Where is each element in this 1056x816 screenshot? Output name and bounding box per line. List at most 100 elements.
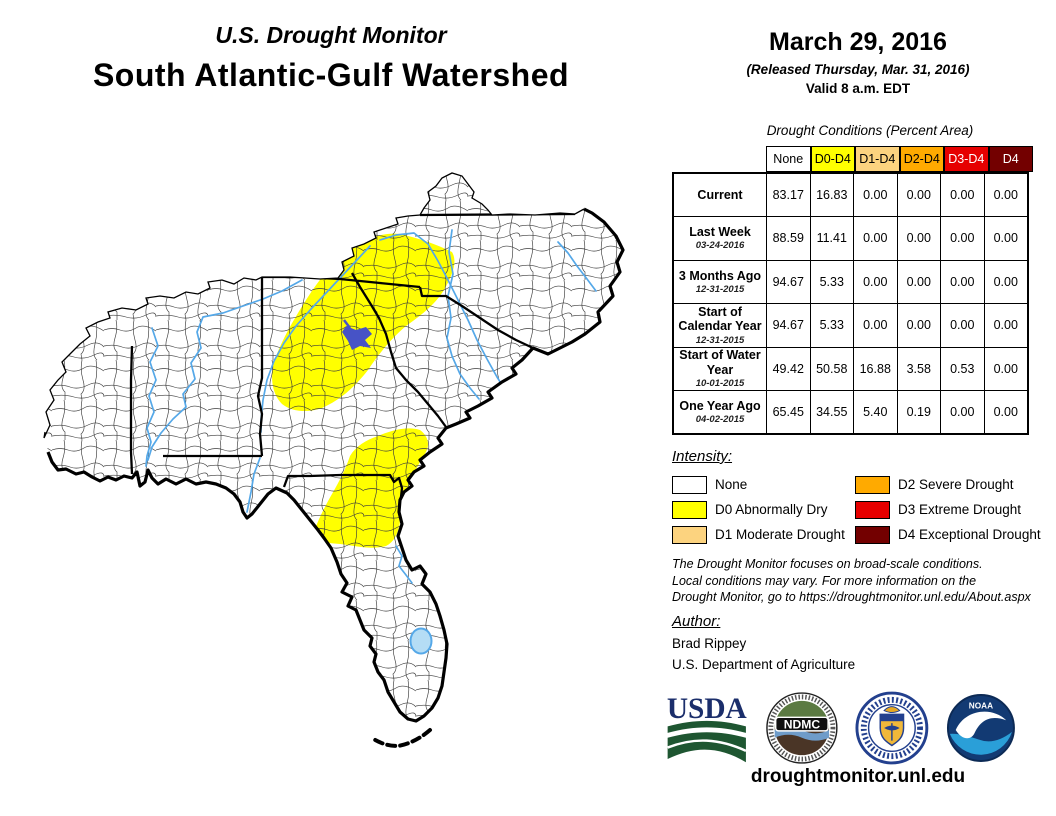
ndmc-banner — [774, 716, 829, 732]
row-label-cell: Start of Calendar Year 12-31-2015 — [672, 303, 767, 348]
usda-logo: USDA — [667, 693, 747, 763]
value-cell: 11.41 — [809, 216, 854, 261]
row-label-cell: One Year Ago 04-02-2015 — [672, 390, 767, 435]
d3-swatch — [855, 500, 890, 519]
legend-item-d3: D3 Extreme Drought — [855, 497, 1042, 522]
table-row: Current 83.17 16.83 0.00 0.00 0.00 0.00 — [672, 172, 1029, 217]
footer-url: droughtmonitor.unl.edu — [750, 766, 966, 787]
doc-eagle-icon — [883, 706, 901, 713]
border-ga-sc — [351, 272, 447, 428]
none-swatch — [672, 475, 707, 494]
border-nc-sc — [418, 286, 534, 350]
doc-ring-text — [861, 696, 924, 760]
value-cell: 16.83 — [809, 172, 854, 217]
agency-logos: USDA NDMC NOAA — [666, 690, 1016, 766]
map-date: March 29, 2016 — [769, 28, 947, 56]
usda-stripe-icon — [667, 739, 747, 752]
florida-keys — [370, 728, 432, 749]
value-cell: 83.17 — [766, 172, 811, 217]
value-cell: 0.00 — [896, 172, 941, 217]
usda-field-icon — [667, 732, 746, 763]
row-label-cell: 3 Months Ago 12-31-2015 — [672, 259, 767, 304]
drought-conditions-table: Current 83.17 16.83 0.00 0.00 0.00 0.00 Last We… — [672, 172, 1029, 435]
river-st-johns — [395, 545, 413, 584]
river-alabama — [147, 279, 303, 461]
release-date: (Released Thursday, Mar. 31, 2016) — [746, 62, 970, 77]
row-label: 3 Months Ago — [678, 268, 762, 283]
lake-marion-arm — [343, 319, 351, 329]
commerce-seal-logo — [855, 691, 929, 765]
row-label: Last Week — [689, 225, 751, 240]
legend-label: D4 Exceptional Drought — [898, 527, 1041, 542]
noaa-logo: NOAA — [947, 694, 1016, 762]
value-cell: 5.33 — [809, 303, 854, 348]
value-cell: 0.00 — [983, 303, 1029, 348]
row-label: One Year Ago — [679, 398, 761, 413]
value-cell: 0.00 — [853, 172, 898, 217]
table-row: One Year Ago 04-02-2015 65.45 34.55 5.40 0.19… — [672, 390, 1029, 435]
value-cell: 5.33 — [809, 259, 854, 304]
lake-marion — [342, 326, 372, 350]
col-header-d0d4: D0-D4 — [810, 146, 855, 172]
legend-label: D1 Moderate Drought — [715, 527, 845, 542]
row-date: 04-02-2015 — [695, 414, 745, 426]
ndmc-wordmark: NDMC — [783, 717, 820, 731]
row-date: 12-31-2015 — [695, 283, 745, 295]
col-header-d4: D4 — [988, 146, 1033, 172]
legend-item-d1: D1 Moderate Drought — [672, 522, 855, 547]
title-block: U.S. Drought Monitor South Atlantic-Gulf… — [0, 22, 662, 94]
table-row: Start of Water Year 10-01-2015 49.42 50.58 1… — [672, 346, 1029, 391]
row-label-cell: Last Week 03-24-2016 — [672, 216, 767, 261]
river-tombigbee — [145, 327, 159, 467]
value-cell: 0.00 — [983, 346, 1029, 391]
value-cell: 0.00 — [896, 259, 941, 304]
river-apalachicola — [246, 457, 261, 513]
col-header-none: None — [766, 146, 811, 172]
legend-grid: None D0 Abnormally Dry D1 Moderate Droug… — [672, 472, 1042, 547]
row-label: Current — [697, 187, 743, 202]
map-land — [44, 173, 623, 721]
rivers — [145, 229, 597, 584]
valid-time: Valid 8 a.m. EDT — [805, 81, 911, 96]
value-cell: 0.00 — [896, 303, 941, 348]
ndmc-ring-text — [767, 694, 835, 762]
table-column-headers: None D0-D4 D1-D4 D2-D4 D3-D4 D4 — [766, 146, 1033, 172]
river-chattahoochee — [260, 245, 371, 433]
noaa-rim — [947, 694, 1016, 762]
legend-item-d4: D4 Exceptional Drought — [855, 522, 1042, 547]
value-cell: 16.88 — [853, 346, 898, 391]
value-cell: 0.00 — [940, 303, 985, 348]
value-cell: 0.00 — [940, 259, 985, 304]
coastline — [46, 207, 625, 723]
value-cell: 0.00 — [983, 216, 1029, 261]
col-header-d3d4: D3-D4 — [944, 146, 989, 172]
legend-title: Intensity: — [672, 448, 733, 465]
legend-item-d2: D2 Severe Drought — [855, 472, 1042, 497]
doc-shield-chief — [880, 714, 904, 722]
value-cell: 94.67 — [766, 303, 811, 348]
author-name: Brad Rippey — [672, 636, 747, 651]
page-title: South Atlantic-Gulf Watershed — [92, 57, 570, 93]
disclaimer-line: Local conditions may vary. For more info… — [672, 573, 977, 588]
value-cell: 0.00 — [940, 216, 985, 261]
d2-swatch — [855, 475, 890, 494]
ndmc-logo: NDMC — [765, 692, 838, 764]
legend-label: D0 Abnormally Dry — [715, 502, 828, 517]
disclaimer-text: The Drought Monitor focuses on broad-sca… — [672, 556, 1052, 606]
legend-label: D2 Severe Drought — [898, 477, 1014, 492]
value-cell: 50.58 — [809, 346, 854, 391]
d1-swatch — [672, 525, 707, 544]
value-cell: 3.58 — [896, 346, 941, 391]
border-ga-fl — [282, 473, 404, 498]
value-cell: 0.00 — [983, 390, 1029, 435]
date-block: March 29, 2016 (Released Thursday, Mar. … — [662, 28, 1054, 96]
border-al-ga — [256, 277, 264, 457]
row-label: Start of Calendar Year — [678, 304, 762, 334]
value-cell: 65.45 — [766, 390, 811, 435]
noaa-wordmark: NOAA — [969, 702, 993, 711]
legend-item-d0: D0 Abnormally Dry — [672, 497, 855, 522]
value-cell: 0.00 — [940, 172, 985, 217]
row-label: Start of Water Year — [679, 348, 761, 377]
noaa-bird-icon — [955, 711, 1007, 739]
value-cell: 0.00 — [940, 390, 985, 435]
